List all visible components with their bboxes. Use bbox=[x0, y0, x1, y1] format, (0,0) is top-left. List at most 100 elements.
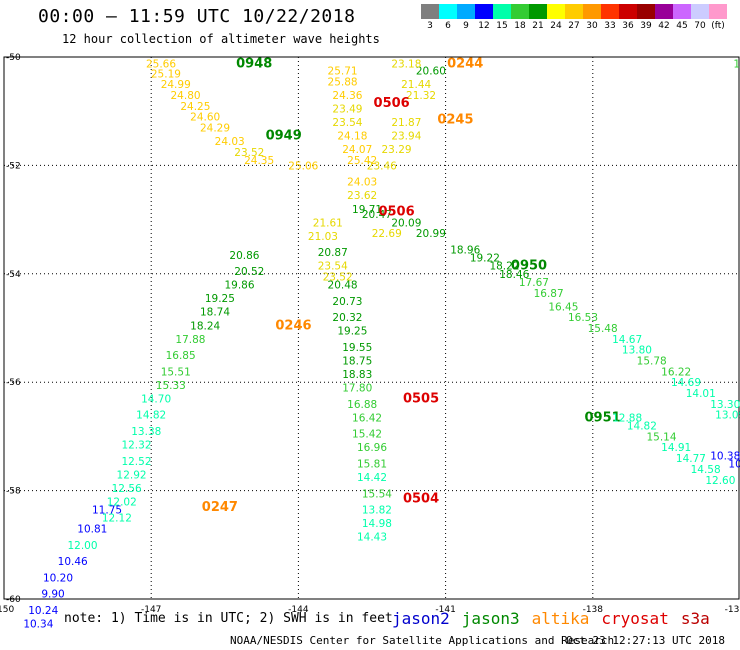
colorbar-swatch bbox=[475, 4, 493, 19]
colorbar-swatch bbox=[637, 4, 655, 19]
wave-height-value: 16.53 bbox=[568, 312, 598, 324]
colorbar-swatch bbox=[655, 4, 673, 19]
wave-height-value: 20.60 bbox=[416, 66, 446, 78]
wave-height-value: 17 bbox=[733, 59, 740, 71]
wave-height-value: 14.82 bbox=[627, 421, 657, 433]
wave-height-value: 21.03 bbox=[308, 231, 338, 243]
overpass-time-label: 0950 bbox=[511, 259, 547, 274]
colorbar-label: 9 bbox=[463, 21, 469, 31]
wave-height-value: 20.09 bbox=[391, 217, 421, 229]
colorbar-swatch bbox=[457, 4, 475, 19]
colorbar-label: 6 bbox=[445, 21, 451, 31]
wave-height-value: 14.98 bbox=[362, 518, 392, 530]
x-tick-label: -141 bbox=[435, 605, 455, 615]
wave-height-value: 15.42 bbox=[352, 429, 382, 441]
plot-frame bbox=[3, 56, 740, 600]
wave-height-value: 17.80 bbox=[342, 383, 372, 395]
wave-height-value: 24.03 bbox=[215, 136, 245, 148]
colorbar-label: 45 bbox=[676, 21, 688, 31]
page-title: 00:00 – 11:59 UTC 10/22/2018 bbox=[38, 6, 356, 27]
x-tick-label: -147 bbox=[141, 605, 161, 615]
x-tick-label: -150 bbox=[0, 605, 14, 615]
wave-height-value: 14.91 bbox=[661, 442, 691, 454]
wave-height-value: 14.01 bbox=[686, 388, 716, 400]
colorbar-label: 70 bbox=[694, 21, 706, 31]
wave-height-value: 18.24 bbox=[190, 320, 220, 332]
wave-height-value: 23.54 bbox=[332, 117, 362, 129]
colorbar-label: 42 bbox=[658, 21, 670, 31]
wave-height-value: 16.96 bbox=[357, 442, 387, 454]
legend-item-jason3: jason3 bbox=[461, 609, 520, 628]
wave-height-value: 20.52 bbox=[234, 266, 264, 278]
legend-item-altika: altika bbox=[531, 609, 590, 628]
wave-height-value: 25.88 bbox=[328, 76, 358, 88]
overpass-time-label: 0246 bbox=[275, 318, 311, 333]
wave-height-value: 17.88 bbox=[175, 334, 205, 346]
wave-height-value: 21.61 bbox=[313, 217, 343, 229]
wave-height-value: 19.71 bbox=[352, 204, 382, 216]
wave-height-value: 14.82 bbox=[136, 410, 166, 422]
wave-height-value: 19.55 bbox=[342, 342, 372, 354]
x-tick-label: -138 bbox=[583, 605, 604, 615]
wave-height-value: 24.60 bbox=[190, 112, 220, 124]
wave-height-value: 18.74 bbox=[200, 307, 230, 319]
wave-height-value: 24.03 bbox=[347, 177, 377, 189]
colorbar-swatch bbox=[493, 4, 511, 19]
wave-height-value: 10.34 bbox=[23, 618, 53, 630]
overpass-time-label: 0951 bbox=[585, 410, 621, 425]
wave-height-value: 19.25 bbox=[337, 326, 367, 338]
wave-height-value: 20.87 bbox=[318, 247, 348, 259]
wave-height-value: 10 bbox=[728, 459, 740, 471]
wave-height-value: 20.86 bbox=[229, 250, 259, 262]
wave-height-value: 19.25 bbox=[205, 293, 235, 305]
y-tick-label: -52 bbox=[6, 161, 21, 171]
wave-height-value: 13.30 bbox=[710, 399, 740, 411]
wave-height-value: 10.20 bbox=[43, 572, 73, 584]
colorbar-label: 30 bbox=[586, 21, 598, 31]
colorbar-label: 21 bbox=[532, 21, 544, 31]
footer-credit: NOAA/NESDIS Center for Satellite Applica… bbox=[230, 634, 615, 647]
colorbar-swatch bbox=[565, 4, 583, 19]
wave-height-value: 17.67 bbox=[519, 277, 549, 289]
wave-height-value: 20.32 bbox=[332, 312, 362, 324]
wave-height-value: 24.99 bbox=[161, 79, 191, 91]
wave-height-value: 14.70 bbox=[141, 393, 171, 405]
wave-height-value: 14.77 bbox=[676, 453, 706, 465]
wave-height-value: 9.90 bbox=[41, 589, 64, 601]
wave-height-value: 12.92 bbox=[117, 469, 147, 481]
wave-height-value: 10.46 bbox=[58, 556, 88, 568]
overpass-time-label: 0244 bbox=[447, 57, 483, 72]
overpass-time-label: 0247 bbox=[202, 500, 238, 515]
wave-height-value: 12.00 bbox=[67, 540, 97, 552]
wave-height-value: 15.51 bbox=[161, 366, 191, 378]
colorbar-label: 3 bbox=[427, 21, 433, 31]
wave-height-value: 11.75 bbox=[92, 505, 122, 517]
legend-item-cryosat: cryosat bbox=[601, 609, 669, 628]
wave-height-value: 12.56 bbox=[112, 483, 142, 495]
wave-height-value: 10.24 bbox=[28, 605, 58, 617]
colorbar-label: 18 bbox=[514, 21, 526, 31]
legend-item-s3a: s3a bbox=[680, 609, 710, 628]
colorbar-label: 36 bbox=[622, 21, 634, 31]
wave-height-value: 24.36 bbox=[332, 90, 362, 102]
wave-height-value: 13.80 bbox=[622, 345, 652, 357]
colorbar-label: 33 bbox=[604, 21, 616, 31]
wave-height-value: 15.81 bbox=[357, 459, 387, 471]
page-subtitle: 12 hour collection of altimeter wave hei… bbox=[62, 32, 380, 46]
colorbar-label: (ft) bbox=[711, 21, 725, 31]
footer-timestamp: Oct 23 12:27:13 UTC 2018 bbox=[566, 634, 725, 647]
y-tick-label: -54 bbox=[6, 270, 21, 280]
wave-height-value: 18.46 bbox=[499, 269, 529, 281]
wave-height-value: 21.87 bbox=[391, 117, 421, 129]
wave-height-value: 13.82 bbox=[362, 505, 392, 517]
wave-height-value: 21.32 bbox=[406, 90, 436, 102]
wave-height-value: 12.52 bbox=[121, 456, 151, 468]
wave-height-value: 18.22 bbox=[489, 261, 519, 273]
wave-height-value: 12.60 bbox=[705, 475, 735, 487]
wave-height-value: 10.38 bbox=[710, 450, 740, 462]
wave-height-value: 15.33 bbox=[156, 380, 186, 392]
wave-height-value: 20.73 bbox=[332, 296, 362, 308]
wave-height-value: 16.85 bbox=[166, 350, 196, 362]
wave-height-value: 18.96 bbox=[450, 244, 480, 256]
wave-height-value: 14.43 bbox=[357, 532, 387, 544]
